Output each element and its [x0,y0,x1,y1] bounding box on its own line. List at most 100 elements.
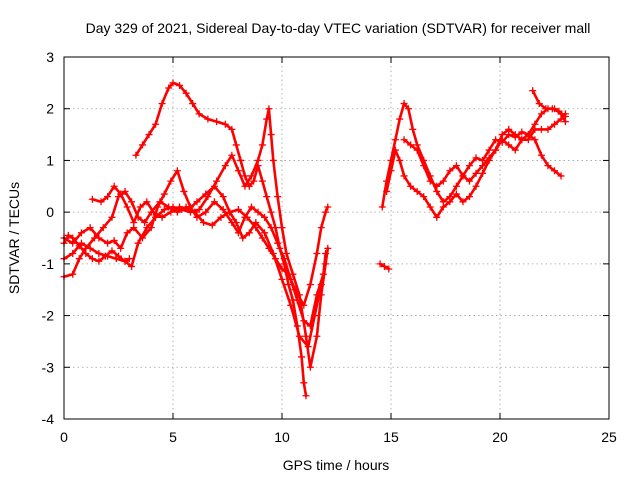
data-point [531,136,539,144]
data-point [247,203,255,211]
data-point [182,89,190,97]
data-point [267,224,275,232]
data-point [167,208,175,216]
data-point [274,193,282,201]
data-point [492,146,500,154]
data-point [117,190,125,198]
data-point [383,187,391,195]
data-point [69,270,77,278]
data-point [173,208,181,216]
data-point [380,262,388,270]
series-trace [62,107,330,369]
data-point [95,257,103,265]
data-point [285,281,293,289]
x-axis-label: GPS time / hours [283,457,390,473]
data-point [531,125,539,133]
data-series-track-11 [60,231,133,265]
data-series-track-5 [88,182,325,351]
data-point [75,242,83,250]
data-point [465,162,473,170]
data-point [420,162,428,170]
data-point [128,198,136,206]
data-point [324,203,332,211]
chart-title: Day 329 of 2021, Sidereal Day-to-day VTE… [86,20,591,36]
data-point [136,203,144,211]
data-point [278,224,286,232]
data-point [97,198,105,206]
data-point [167,177,175,185]
data-point [191,208,199,216]
data-point [485,146,493,154]
data-point [134,239,142,247]
data-point [228,151,236,159]
data-point [202,208,210,216]
data-point [213,118,221,126]
data-point [261,213,269,221]
data-point [291,286,299,294]
x-tick-label: 25 [601,429,617,445]
data-series-track-9 [529,87,569,120]
data-point [378,203,386,211]
data-point [158,213,166,221]
data-point [433,213,441,221]
data-point [426,177,434,185]
y-tick-label: 3 [46,49,54,65]
axes: 0 5 10 15 20 25 -4 -3 -2 -1 0 1 2 3 [42,49,617,445]
data-point [234,167,242,175]
data-point [542,105,550,113]
data-point [228,125,236,133]
data-point [158,100,166,108]
data-point [505,141,513,149]
data-series-track-1 [132,79,310,400]
data-point [551,120,558,128]
data-point [245,229,253,237]
data-point [387,167,395,175]
data-point [195,110,203,118]
data-point [548,105,556,113]
data-point [132,151,140,159]
x-tick-label: 10 [274,429,290,445]
data-point [86,224,94,232]
data-point [485,154,493,162]
data-point [544,125,552,133]
data-point [108,247,116,255]
data-point [200,218,208,226]
data-point [143,224,151,232]
data-point [413,146,421,154]
data-point [180,187,188,195]
data-point [282,250,290,258]
data-point [232,141,240,149]
data-point [258,234,266,242]
data-point [459,198,467,206]
data-point [234,206,242,214]
y-tick-label: -1 [42,256,55,272]
series-trace [134,81,308,398]
data-point [130,218,138,226]
data-point [459,172,467,180]
data-point [391,136,399,144]
data-point [104,193,112,201]
data-point [91,234,99,242]
data-point [202,190,210,198]
data-point [511,131,519,139]
data-point [117,244,125,252]
data-point [472,154,480,162]
data-point [376,260,384,268]
data-point [241,172,249,180]
data-point [189,100,197,108]
data-point [156,198,164,206]
data-point [479,162,487,170]
data-point [160,190,168,198]
data-point [252,218,260,226]
data-point [165,203,173,211]
data-point [269,250,277,258]
data-point [82,250,90,258]
data-point [385,265,393,273]
data-point [524,136,532,144]
data-point [115,252,122,260]
data-point [208,221,216,229]
data-point [479,169,487,177]
x-tick-label: 5 [169,429,177,445]
data-point [317,224,325,232]
